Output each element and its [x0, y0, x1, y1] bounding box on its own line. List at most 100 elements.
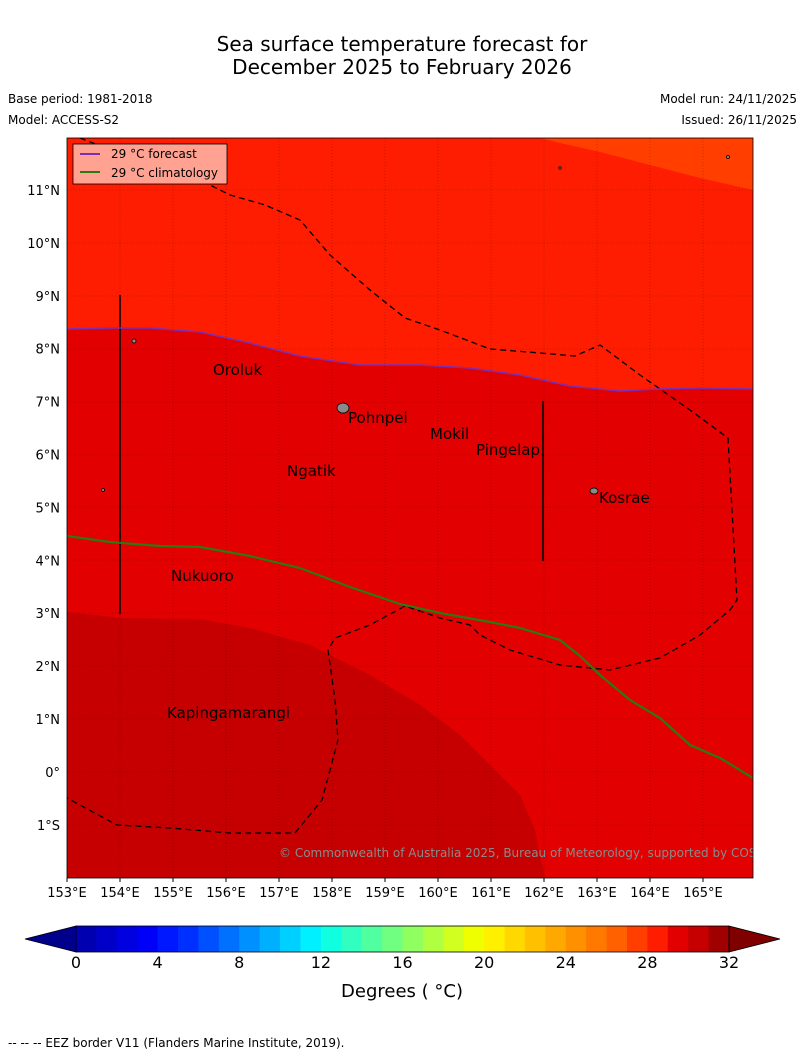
- colorbar-cell: [239, 926, 261, 952]
- model-name: Model: ACCESS-S2: [8, 113, 120, 127]
- lon-label: 156°E: [206, 886, 246, 901]
- lon-axis: 153°E 154°E 155°E 156°E 157°E 158°E 159°E 160°E…: [47, 878, 723, 901]
- colorbar-cell: [341, 926, 363, 952]
- lon-label: 162°E: [524, 886, 564, 901]
- colorbar-ticks: 0 4 8 12 16 20 24 28 32: [71, 953, 739, 972]
- colorbar-tick-label: 0: [71, 953, 81, 972]
- lon-label: 154°E: [100, 886, 140, 901]
- lon-label: 153°E: [47, 886, 87, 901]
- base-period: Base period: 1981-2018: [8, 92, 153, 106]
- colorbar-cell: [280, 926, 301, 952]
- colorbar-cell: [545, 926, 567, 952]
- sst-band-27-28: [540, 138, 753, 190]
- map-area: Oroluk Pohnpei Mokil Pingelap Ngatik Kos…: [67, 138, 784, 878]
- colorbar: 0 4 8 12 16 20 24 28 32 Degrees ( °C): [24, 925, 781, 1002]
- colorbar-cell: [198, 926, 220, 952]
- lat-label: 4°N: [36, 554, 61, 569]
- lat-label: 2°N: [36, 660, 61, 675]
- eez-note: -- -- -- EEZ border V11 (Flanders Marine…: [8, 1036, 345, 1050]
- colorbar-tick-label: 20: [474, 953, 494, 972]
- lat-label: 7°N: [36, 396, 61, 411]
- colorbar-cells: [76, 926, 730, 952]
- lat-label: 10°N: [27, 237, 60, 252]
- place-label: Kosrae: [599, 489, 650, 507]
- lon-label: 155°E: [153, 886, 193, 901]
- place-label: Mokil: [430, 425, 469, 443]
- place-label: Nukuoro: [171, 567, 234, 585]
- colorbar-cell: [137, 926, 159, 952]
- colorbar-cell: [606, 926, 628, 952]
- colorbar-cell: [361, 926, 383, 952]
- colorbar-cell: [116, 926, 138, 952]
- lat-label: 9°N: [36, 290, 61, 305]
- legend-box: [72, 143, 228, 185]
- model-run: Model run: 24/11/2025: [659, 92, 797, 106]
- lon-label: 161°E: [471, 886, 511, 901]
- colorbar-cell: [259, 926, 281, 952]
- colorbar-tick-label: 4: [153, 953, 163, 972]
- island-pohnpei: [336, 402, 350, 414]
- lon-label: 160°E: [418, 886, 458, 901]
- colorbar-cell: [688, 926, 710, 952]
- legend-climatology-label: 29 °C climatology: [111, 166, 218, 180]
- place-label: Ngatik: [287, 462, 336, 480]
- lat-label: 3°N: [36, 607, 61, 622]
- colorbar-tick-label: 24: [556, 953, 576, 972]
- colorbar-tick-label: 8: [234, 953, 244, 972]
- colorbar-cell: [300, 926, 322, 952]
- colorbar-cell: [218, 926, 240, 952]
- colorbar-cell: [178, 926, 199, 952]
- colorbar-cell: [320, 926, 342, 952]
- colorbar-cell: [157, 926, 179, 952]
- forecast-29c-contour: [67, 327, 753, 392]
- colorbar-cell: [76, 926, 97, 952]
- islands: [101, 155, 730, 495]
- lat-label: 6°N: [36, 449, 61, 464]
- colorbar-cell: [667, 926, 689, 952]
- lat-label: 1°N: [36, 713, 61, 728]
- colorbar-cell: [463, 926, 485, 952]
- colorbar-cell: [626, 926, 648, 952]
- colorbar-cell: [422, 926, 444, 952]
- island-small-2: [726, 155, 730, 159]
- climatology-29c-contour: [67, 534, 753, 779]
- lon-label: 163°E: [577, 886, 617, 901]
- colorbar-cell: [524, 926, 546, 952]
- place-label: Oroluk: [213, 361, 262, 379]
- lon-label: 159°E: [365, 886, 405, 901]
- title-line-1: Sea surface temperature forecast for: [216, 32, 588, 56]
- colorbar-cell: [708, 926, 730, 952]
- island-oroluk: [131, 338, 137, 344]
- copyright-text: © Commonwealth of Australia 2025, Bureau…: [279, 846, 784, 860]
- place-label: Pohnpei: [348, 409, 408, 427]
- lon-label: 157°E: [259, 886, 299, 901]
- colorbar-cell: [504, 926, 526, 952]
- colorbar-outline: [75, 925, 730, 953]
- colorbar-tick-label: 16: [392, 953, 412, 972]
- colorbar-tick-label: 32: [719, 953, 739, 972]
- lat-label: 11°N: [27, 184, 60, 199]
- issued-date: Issued: 26/11/2025: [681, 113, 797, 127]
- island-small-3: [558, 166, 562, 170]
- colorbar-cell: [382, 926, 403, 952]
- colorbar-cell: [443, 926, 465, 952]
- lat-axis: 11°N 10°N 9°N 8°N 7°N 6°N 5°N 4°N 3°N 2°N 1°N 0° 1°S: [27, 184, 60, 834]
- lat-label: 0°: [45, 766, 60, 781]
- colorbar-label: Degrees ( °C): [341, 981, 463, 1002]
- sst-band-30-31: [67, 612, 545, 878]
- legend: 29 °C forecast 29 °C climatology: [72, 143, 228, 185]
- lat-label: 5°N: [36, 501, 61, 516]
- colorbar-cell: [586, 926, 608, 952]
- island-kosrae: [589, 487, 599, 495]
- eez-border: [67, 138, 738, 834]
- lon-label: 165°E: [683, 886, 723, 901]
- title-line-2: December 2025 to February 2026: [232, 55, 572, 79]
- place-label: Kapingamarangi: [167, 704, 290, 722]
- colorbar-tick-label: 12: [311, 953, 331, 972]
- legend-forecast-label: 29 °C forecast: [111, 147, 197, 161]
- place-label: Pingelap: [476, 441, 540, 459]
- map-frame: [66, 137, 754, 879]
- colorbar-cell: [647, 926, 669, 952]
- colorbar-tick-label: 28: [637, 953, 657, 972]
